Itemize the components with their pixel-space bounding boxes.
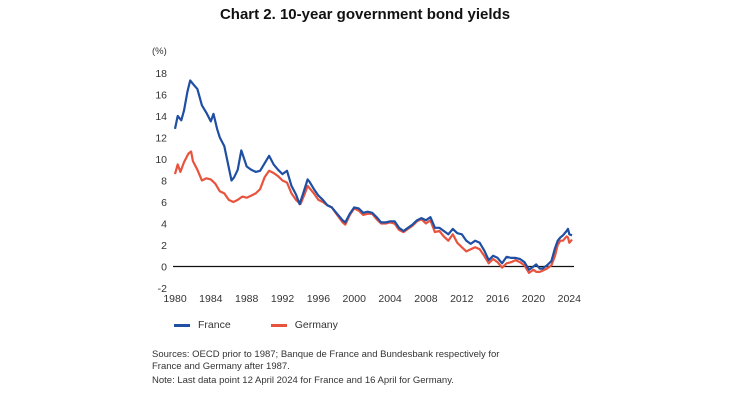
last-data-note: Note: Last data point 12 April 2024 for …: [152, 375, 454, 386]
y-axis-ticks: -2 0 2 4 6 8 10 12 14 16 18: [155, 68, 167, 295]
series-layer: [173, 79, 573, 274]
y-tick-label: 18: [155, 68, 167, 80]
chart-title: Chart 2. 10-year government bond yields: [219, 6, 511, 23]
x-tick-label: 2016: [486, 293, 510, 305]
y-tick-label: 12: [155, 133, 167, 145]
y-tick-label: 0: [161, 262, 167, 274]
y-tick-label: 4: [161, 219, 167, 231]
y-tick-label: 6: [161, 197, 167, 209]
legend-label-germany: Germany: [294, 319, 338, 331]
x-tick-label: 2008: [414, 293, 438, 305]
y-tick-label: 14: [155, 111, 167, 123]
series-line-france: [173, 79, 573, 271]
x-tick-label: 2000: [343, 293, 367, 305]
legend-label-france: France: [198, 319, 231, 331]
legend-swatch-germany: [270, 323, 287, 327]
legend-swatch-france: [174, 323, 190, 327]
y-tick-label: 10: [155, 154, 167, 166]
x-tick-label: 2012: [450, 293, 474, 305]
sources-note: Sources: OECD prior to 1987; Banque de F…: [152, 349, 500, 372]
x-tick-label: 2020: [522, 293, 546, 305]
chart-notes: Sources: OECD prior to 1987; Banque de F…: [152, 349, 522, 390]
y-axis-unit-label: (%): [152, 46, 167, 57]
x-tick-label: 2024: [558, 293, 582, 305]
series-line-germany: [173, 150, 573, 274]
x-tick-label: 1984: [199, 293, 223, 305]
legend-item-france: France: [174, 319, 231, 331]
y-tick-label: -2: [158, 283, 167, 295]
x-tick-label: 1980: [163, 293, 187, 305]
x-tick-label: 2004: [378, 293, 402, 305]
y-tick-label: 16: [155, 90, 167, 102]
legend: France Germany: [174, 319, 378, 331]
x-tick-label: 1988: [235, 293, 259, 305]
x-tick-label: 1992: [271, 293, 295, 305]
x-axis-ticks: 1980 1984 1988 1992 1996 2000 2004 2008 2012 2016…: [163, 293, 581, 305]
x-tick-label: 1996: [307, 293, 331, 305]
y-tick-label: 2: [161, 240, 167, 252]
legend-item-germany: Germany: [270, 319, 338, 331]
y-tick-label: 8: [161, 176, 167, 188]
